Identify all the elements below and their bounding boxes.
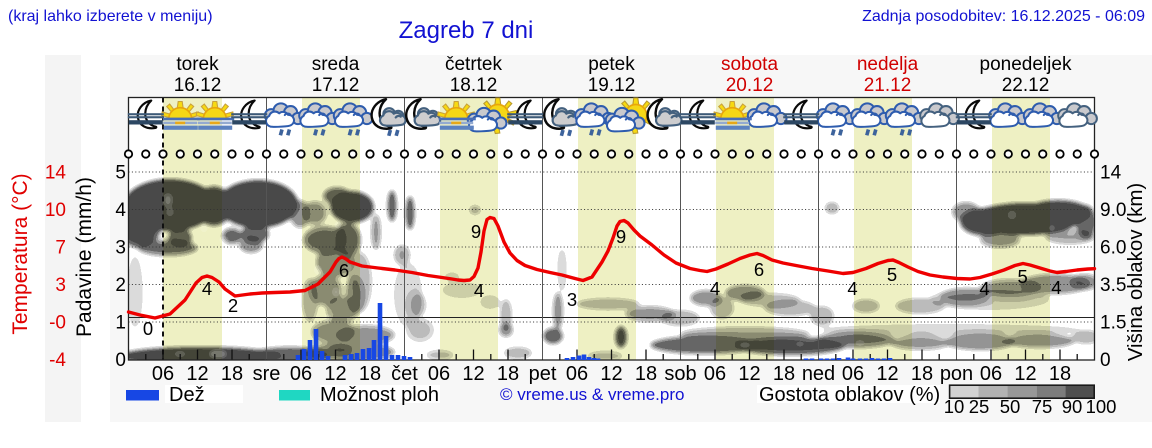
svg-text:5: 5 (887, 264, 897, 285)
svg-text:4: 4 (115, 200, 126, 221)
svg-text:19.12: 19.12 (588, 75, 636, 96)
svg-text:-4: -4 (49, 350, 66, 371)
svg-text:12: 12 (186, 363, 208, 385)
svg-text:torek: torek (176, 54, 219, 75)
svg-text:12: 12 (876, 363, 898, 385)
svg-text:18: 18 (635, 363, 657, 385)
svg-text:06: 06 (704, 363, 726, 385)
svg-text:18: 18 (773, 363, 795, 385)
svg-text:22.12: 22.12 (1002, 75, 1050, 96)
svg-text:12: 12 (1014, 363, 1036, 385)
svg-text:ned: ned (802, 363, 835, 385)
svg-text:6: 6 (754, 259, 764, 280)
svg-text:6.0: 6.0 (1100, 238, 1126, 259)
svg-text:100: 100 (1086, 396, 1117, 417)
svg-text:sre: sre (253, 363, 281, 385)
svg-text:50: 50 (1000, 396, 1021, 417)
svg-text:Možnost ploh: Možnost ploh (320, 384, 439, 406)
svg-text:sob: sob (664, 363, 696, 385)
svg-text:ponedeljek: ponedeljek (980, 54, 1072, 75)
svg-text:Višina oblakov (km): Višina oblakov (km) (1124, 183, 1147, 362)
svg-text:Zadnja posodobitev: 16.12.2025: Zadnja posodobitev: 16.12.2025 - 06:09 (862, 8, 1145, 25)
svg-text:0: 0 (143, 318, 153, 339)
svg-text:3: 3 (55, 275, 66, 296)
svg-text:čet: čet (391, 363, 418, 385)
svg-text:20.12: 20.12 (726, 75, 774, 96)
svg-text:1: 1 (115, 313, 126, 334)
svg-text:18.12: 18.12 (450, 75, 498, 96)
svg-text:75: 75 (1032, 396, 1053, 417)
svg-text:4: 4 (202, 278, 212, 299)
svg-text:2: 2 (115, 275, 126, 296)
svg-text:18: 18 (911, 363, 933, 385)
svg-text:© vreme.us & vreme.pro: © vreme.us & vreme.pro (500, 385, 684, 404)
svg-text:3: 3 (115, 238, 126, 259)
svg-text:18: 18 (359, 363, 381, 385)
svg-text:9: 9 (616, 226, 626, 247)
svg-text:06: 06 (842, 363, 864, 385)
svg-text:1.5: 1.5 (1100, 313, 1126, 334)
svg-text:sobota: sobota (721, 54, 778, 75)
svg-text:7: 7 (55, 238, 66, 259)
svg-text:17.12: 17.12 (312, 75, 360, 96)
svg-text:Dež: Dež (169, 384, 205, 406)
svg-text:Gostota oblakov (%): Gostota oblakov (%) (759, 384, 940, 406)
svg-text:12: 12 (738, 363, 760, 385)
svg-text:3: 3 (567, 289, 577, 310)
svg-text:petek: petek (588, 54, 635, 75)
svg-text:06: 06 (980, 363, 1002, 385)
svg-text:četrtek: četrtek (445, 54, 503, 75)
svg-text:12: 12 (462, 363, 484, 385)
svg-text:Zagreb 7 dni: Zagreb 7 dni (399, 17, 534, 44)
svg-text:0: 0 (115, 350, 126, 371)
svg-text:5: 5 (115, 163, 126, 184)
svg-text:90: 90 (1062, 396, 1083, 417)
svg-text:12: 12 (600, 363, 622, 385)
svg-text:4: 4 (979, 278, 989, 299)
svg-text:-0: -0 (49, 313, 66, 334)
svg-text:4: 4 (1051, 277, 1061, 298)
svg-text:9: 9 (471, 221, 481, 242)
svg-text:4: 4 (474, 280, 484, 301)
svg-text:12: 12 (324, 363, 346, 385)
svg-text:4: 4 (847, 278, 857, 299)
svg-text:06: 06 (290, 363, 312, 385)
svg-text:06: 06 (428, 363, 450, 385)
svg-text:21.12: 21.12 (864, 75, 912, 96)
svg-text:0: 0 (1100, 350, 1111, 371)
svg-text:3.5: 3.5 (1100, 275, 1126, 296)
svg-text:18: 18 (497, 363, 519, 385)
svg-text:10: 10 (45, 200, 66, 221)
svg-text:18: 18 (1049, 363, 1071, 385)
svg-text:(kraj lahko izberete v meniju): (kraj lahko izberete v meniju) (8, 8, 213, 25)
svg-text:2: 2 (228, 295, 238, 316)
svg-text:06: 06 (566, 363, 588, 385)
svg-text:10: 10 (944, 396, 965, 417)
svg-text:14: 14 (45, 163, 67, 184)
svg-text:sreda: sreda (312, 54, 360, 75)
svg-text:Temperatura (°C): Temperatura (°C) (9, 173, 32, 334)
svg-text:6: 6 (339, 260, 349, 281)
svg-text:18: 18 (221, 363, 243, 385)
svg-text:Padavine (mm/h): Padavine (mm/h) (73, 177, 96, 337)
svg-text:06: 06 (152, 363, 174, 385)
svg-text:pet: pet (529, 363, 557, 385)
svg-text:pon: pon (940, 363, 973, 385)
svg-text:nedelja: nedelja (857, 54, 919, 75)
svg-text:4: 4 (710, 278, 720, 299)
svg-text:9.0: 9.0 (1100, 200, 1126, 221)
svg-text:16.12: 16.12 (174, 75, 222, 96)
svg-text:14: 14 (1100, 163, 1122, 184)
svg-text:25: 25 (969, 396, 990, 417)
svg-text:5: 5 (1018, 266, 1028, 287)
